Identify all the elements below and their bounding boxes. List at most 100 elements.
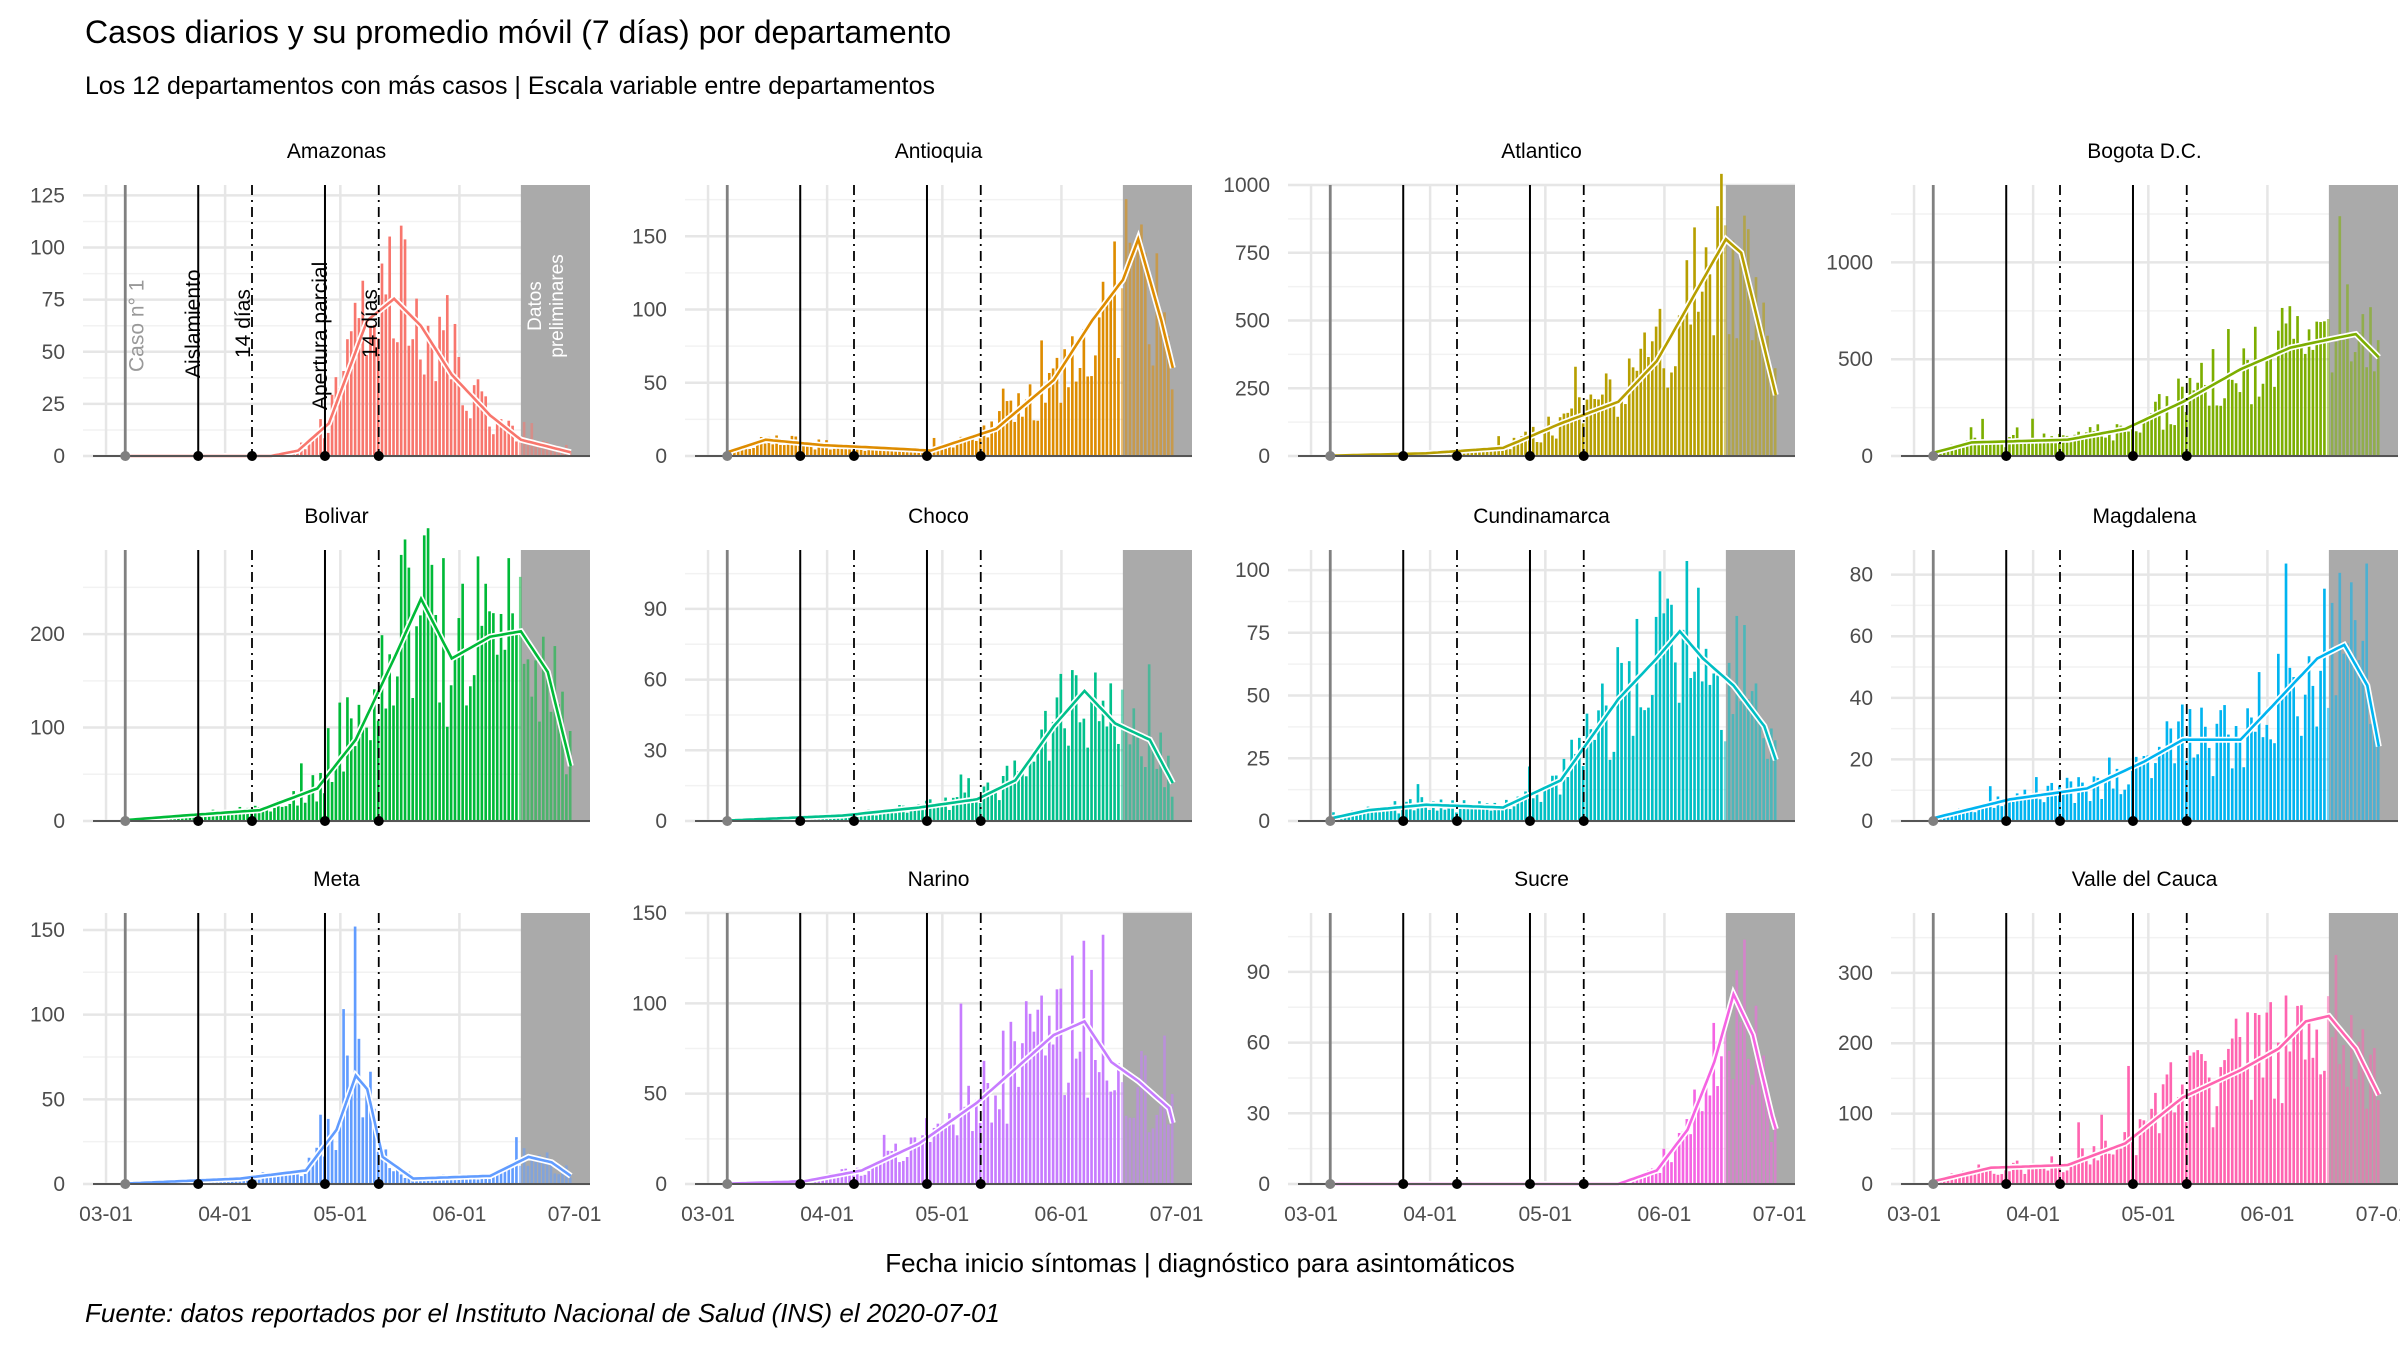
reference-point bbox=[2181, 451, 2192, 461]
daily-bar bbox=[2369, 307, 2372, 456]
daily-bar bbox=[2342, 339, 2345, 456]
daily-bar bbox=[495, 654, 499, 821]
panel-title: Narino bbox=[908, 868, 970, 891]
daily-bar bbox=[353, 926, 357, 1184]
daily-bar bbox=[1067, 387, 1070, 456]
daily-bar bbox=[2027, 795, 2030, 821]
daily-bar bbox=[982, 786, 986, 821]
daily-bar bbox=[2234, 726, 2238, 821]
daily-bar bbox=[1608, 379, 1612, 456]
daily-bar bbox=[2311, 1057, 2315, 1184]
daily-bar bbox=[1612, 401, 1616, 456]
x-tick-label: 07-01 bbox=[1753, 1203, 1807, 1226]
daily-bar bbox=[276, 1173, 280, 1184]
daily-bar bbox=[376, 1151, 380, 1184]
daily-bar bbox=[1697, 587, 1700, 821]
daily-bar bbox=[346, 339, 349, 456]
daily-bar bbox=[1958, 446, 1961, 456]
daily-bar bbox=[1754, 277, 1758, 456]
daily-bar bbox=[1524, 791, 1527, 821]
daily-bar bbox=[1120, 288, 1124, 456]
daily-bar bbox=[1650, 341, 1654, 456]
daily-bar bbox=[438, 702, 441, 821]
daily-bar bbox=[1163, 1035, 1166, 1184]
daily-bar bbox=[1754, 683, 1758, 821]
daily-bar bbox=[265, 1173, 269, 1184]
daily-bar bbox=[1712, 673, 1716, 821]
daily-bar bbox=[230, 809, 234, 821]
daily-bar bbox=[1685, 260, 1689, 456]
daily-bar bbox=[1432, 801, 1435, 821]
daily-bar bbox=[1458, 808, 1462, 821]
daily-bar bbox=[2346, 284, 2349, 456]
daily-bar bbox=[2200, 1054, 2203, 1184]
daily-bar bbox=[959, 1003, 963, 1184]
daily-bar bbox=[495, 1174, 499, 1184]
daily-bar bbox=[1643, 332, 1646, 456]
daily-bar bbox=[859, 1175, 863, 1184]
daily-bar bbox=[411, 697, 415, 821]
daily-bar bbox=[1601, 683, 1604, 821]
daily-bar bbox=[978, 803, 982, 821]
daily-bar bbox=[434, 381, 438, 456]
daily-bar bbox=[2077, 1122, 2080, 1184]
daily-bar bbox=[759, 436, 763, 456]
daily-bar bbox=[2142, 755, 2146, 821]
daily-bar bbox=[1132, 1117, 1136, 1184]
y-tick-label: 0 bbox=[53, 445, 65, 468]
daily-bar bbox=[951, 1124, 955, 1184]
first-case-point bbox=[722, 1179, 733, 1189]
daily-bar bbox=[1063, 349, 1066, 456]
reference-point bbox=[2055, 1179, 2065, 1189]
daily-bar bbox=[280, 806, 284, 821]
y-tick-label: 100 bbox=[30, 237, 65, 260]
panel-atlantico: Atlantico 0 250 500 750 1000 bbox=[1223, 140, 1795, 468]
daily-bar bbox=[365, 355, 368, 456]
daily-bar bbox=[445, 1177, 449, 1184]
daily-bar bbox=[2031, 418, 2034, 456]
daily-bar bbox=[1067, 1082, 1070, 1184]
daily-bar bbox=[1047, 372, 1051, 456]
reference-point bbox=[921, 451, 932, 461]
daily-bar bbox=[905, 452, 909, 456]
daily-bar bbox=[257, 807, 261, 821]
daily-bar bbox=[469, 418, 472, 456]
daily-bar bbox=[2334, 341, 2338, 456]
daily-bar bbox=[1389, 804, 1393, 821]
daily-bar bbox=[2353, 620, 2357, 821]
daily-bar bbox=[1965, 1171, 1969, 1184]
moving-average-line bbox=[1932, 332, 2380, 455]
daily-bar bbox=[2246, 1012, 2249, 1184]
daily-bar bbox=[1485, 803, 1489, 821]
daily-bar bbox=[1735, 338, 1739, 456]
daily-bar bbox=[2100, 798, 2103, 821]
daily-bar bbox=[1520, 436, 1524, 456]
daily-bar bbox=[2261, 737, 2265, 821]
daily-bar bbox=[2204, 726, 2207, 821]
daily-bar bbox=[1478, 801, 1481, 821]
daily-bar bbox=[507, 420, 511, 456]
daily-bar bbox=[955, 1135, 959, 1184]
daily-bar bbox=[1113, 241, 1116, 456]
daily-bar bbox=[392, 1171, 395, 1184]
chart-subtitle: Los 12 departamentos con más casos | Esc… bbox=[85, 72, 936, 100]
daily-bar bbox=[971, 1131, 974, 1184]
daily-bar bbox=[1697, 311, 1700, 456]
panel-sucre: Sucre 0 30 60 90 03-01 04-01 05-01 06-01 07-01 bbox=[1247, 868, 1807, 1226]
daily-bar bbox=[1650, 1168, 1654, 1184]
daily-bar bbox=[1704, 1079, 1708, 1184]
daily-bar bbox=[2184, 1122, 2188, 1184]
daily-bar bbox=[863, 450, 867, 456]
daily-bar bbox=[342, 371, 345, 456]
daily-bar bbox=[392, 705, 395, 821]
daily-bar bbox=[2346, 1086, 2349, 1184]
daily-bar bbox=[2035, 1168, 2038, 1184]
daily-bar bbox=[2215, 1106, 2219, 1184]
daily-bar bbox=[2311, 685, 2315, 821]
daily-bar bbox=[909, 1137, 913, 1184]
daily-bar bbox=[1581, 423, 1585, 456]
daily-bar bbox=[1140, 224, 1143, 456]
daily-bar bbox=[2138, 432, 2142, 456]
daily-bar bbox=[2154, 401, 2157, 456]
